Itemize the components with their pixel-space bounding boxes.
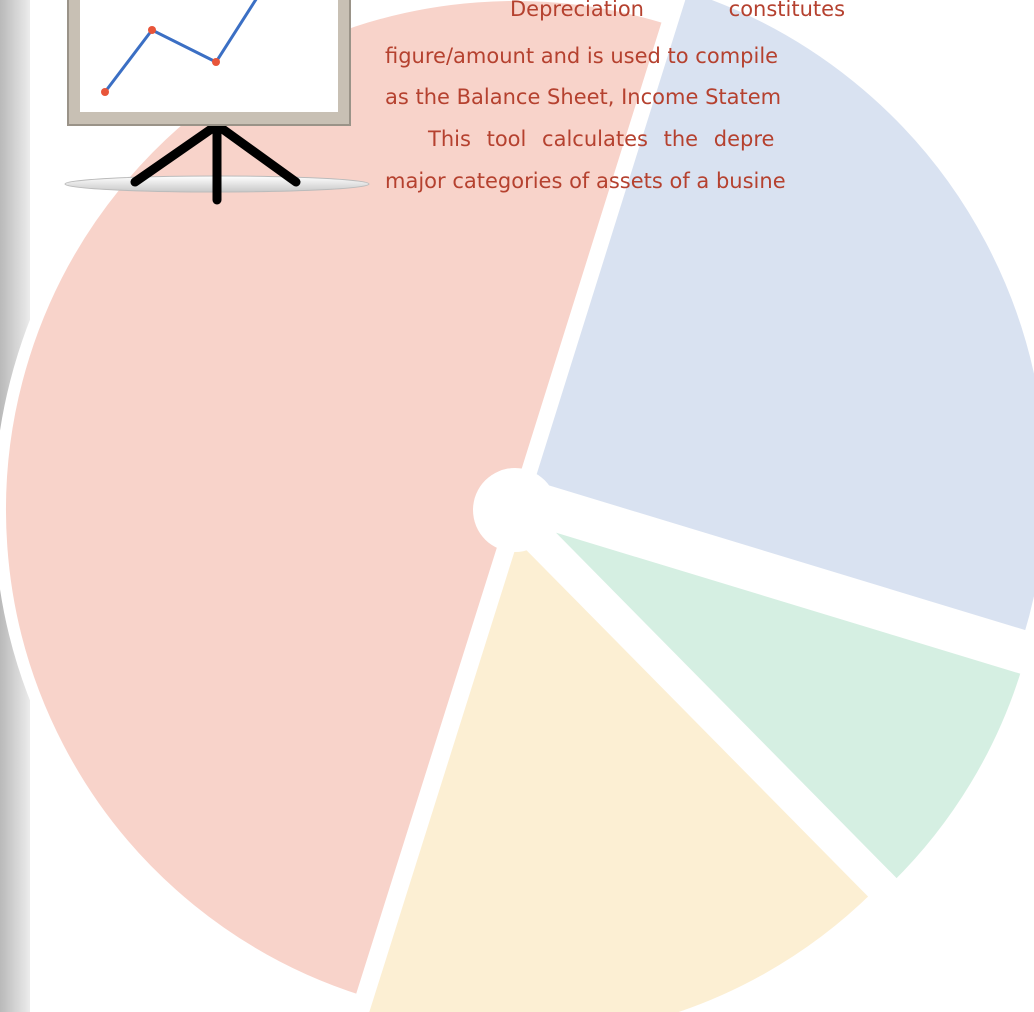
text-line: major categories of assets of a busine	[385, 169, 786, 193]
pie-hole	[473, 468, 557, 552]
text-line: figure/amount and is used to compile	[385, 44, 778, 68]
text-line: as the Balance Sheet, Income Statem	[385, 85, 781, 109]
text-line: Depreciation constitutes	[510, 0, 845, 21]
text-line: This tool calculates the depre	[427, 127, 774, 151]
icon-dot	[212, 58, 220, 66]
icon-dot	[148, 26, 156, 34]
icon-dot	[101, 88, 109, 96]
icon-board	[80, 0, 338, 112]
slide: Depreciation constitutes figure/amount a…	[0, 0, 1034, 1012]
decorative-pie	[0, 0, 1034, 1012]
page: Depreciation constitutes figure/amount a…	[0, 0, 1034, 1012]
